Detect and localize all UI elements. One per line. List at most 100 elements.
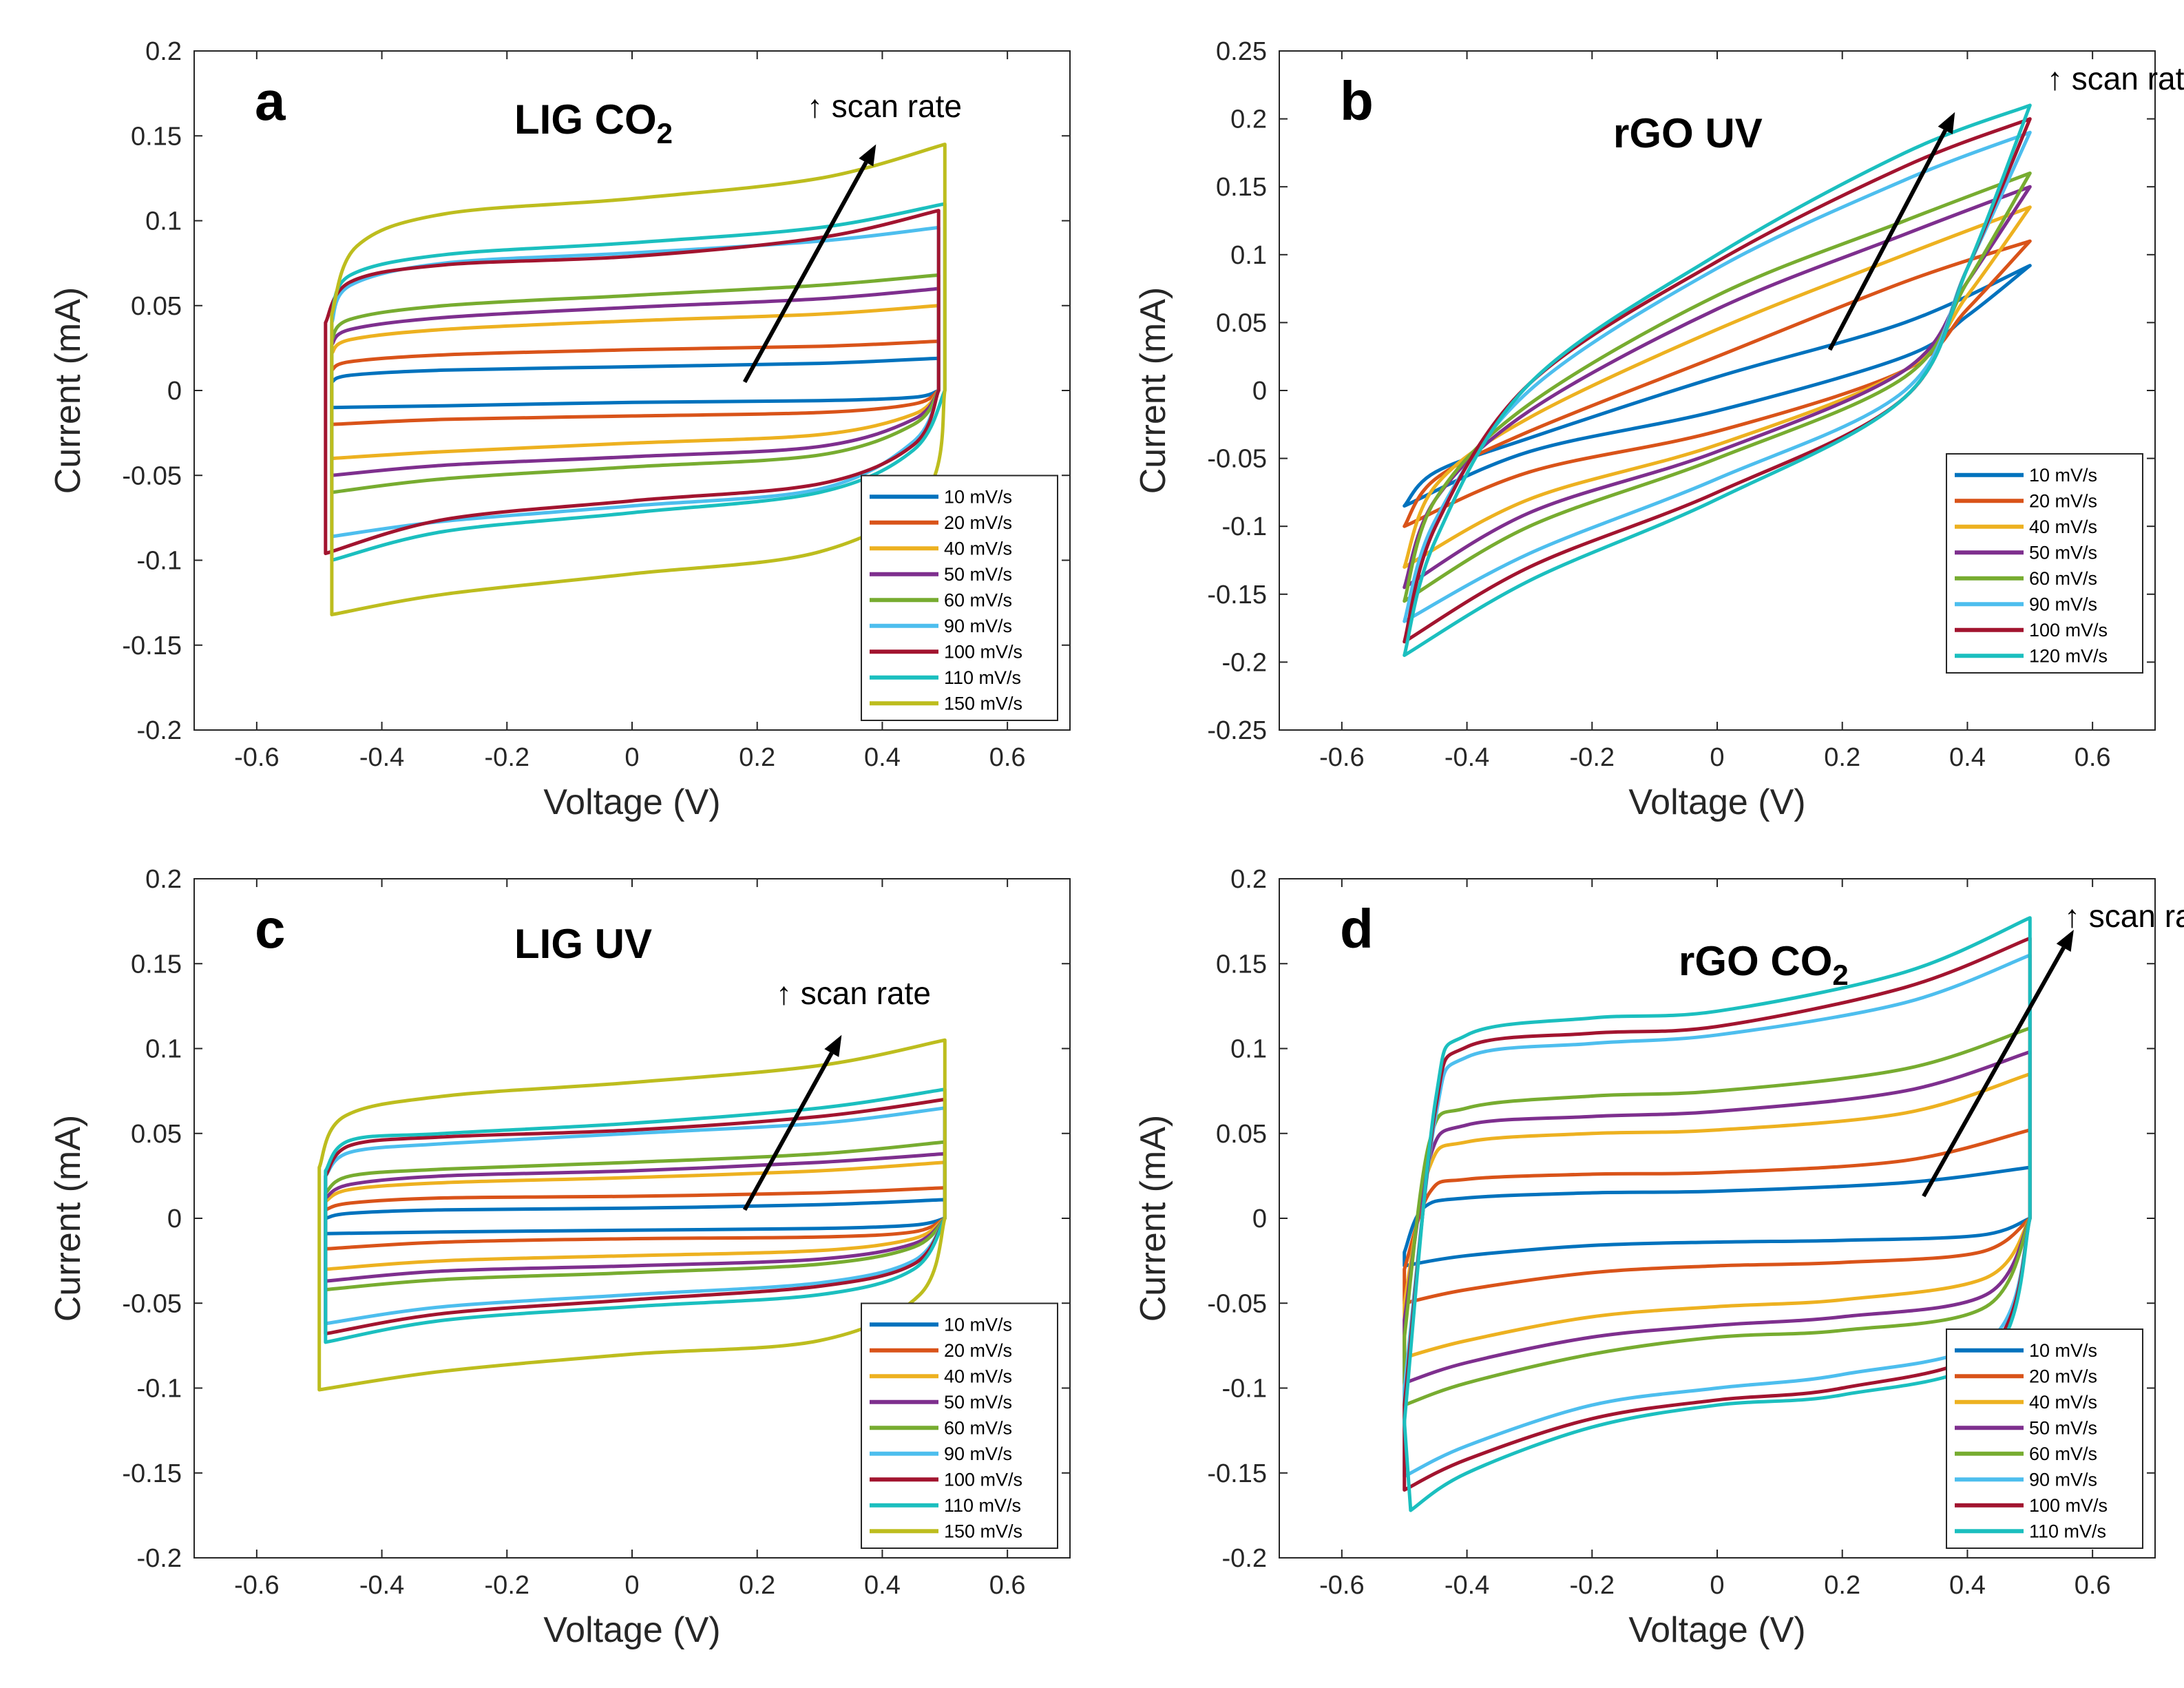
y-tick-label: 0.15 [1216,950,1267,979]
x-tick-label: 0.2 [739,1571,775,1600]
scan-rate-annotation: ↑ scan rate [807,88,962,124]
y-tick-label: 0.1 [145,207,182,236]
panel-title-subscript: 2 [657,117,673,149]
x-tick-label: -0.6 [1319,1571,1364,1600]
y-tick-label: 0.1 [145,1035,182,1064]
legend-entry: 20 mV/s [944,1340,1012,1361]
panel-a: -0.6 -0.4 -0.2 0 0.2 0.4 0.6 -0.2 -0.15 -0.1 -0.05… [48,37,1071,822]
y-tick-label: -0.05 [1207,445,1267,474]
x-tick-label: -0.6 [1319,743,1364,772]
legend: 10 mV/s 20 mV/s 40 mV/s 50 mV/s 60 mV/s 90 mV… [861,475,1058,721]
x-tick-label: 0.4 [1949,1571,1986,1600]
panel-d: -0.6 -0.4 -0.2 0 0.2 0.4 0.6 -0.2 -0.15 -0.1 -0.05… [1133,865,2184,1650]
y-tick-label: 0.2 [145,37,182,66]
x-tick-label: -0.2 [485,1571,529,1600]
legend-entry: 90 mV/s [2029,1469,2097,1490]
y-tick-label: 0.2 [1230,105,1267,134]
legend: 10 mV/s 20 mV/s 40 mV/s 50 mV/s 60 mV/s 90 mV… [861,1302,1058,1549]
x-tick-label: 0.4 [1949,743,1986,772]
y-tick-label: 0.05 [131,292,182,321]
x-tick-label: -0.4 [359,1571,404,1600]
series-line [1403,205,2032,569]
legend-entry: 10 mV/s [2029,465,2097,486]
legend-entry: 100 mV/s [2029,620,2108,640]
x-tick-label: 0.4 [864,1571,901,1600]
series-line [1403,239,2032,528]
x-tick-label: 0 [1710,1571,1724,1600]
panel-title-main: rGO UV [1613,110,1763,156]
y-tick-label: -0.2 [137,716,182,745]
arrow-shaft [1827,129,1947,351]
arrow-shaft [742,161,868,384]
legend-entry: 120 mV/s [2029,645,2108,666]
y-tick-label: -0.2 [1222,1544,1267,1573]
legend-entry: 150 mV/s [944,1521,1022,1541]
series-line [1403,130,2032,623]
panel-title-main: LIG CO [514,96,657,143]
y-tick-label: 0.05 [131,1120,182,1149]
x-axis-label: Voltage (V) [1628,1610,1805,1650]
arrow-head [2056,929,2074,952]
legend-entry: 20 mV/s [2029,490,2097,511]
legend-entry: 110 mV/s [944,667,1021,688]
x-tick-label: -0.4 [1445,1571,1489,1600]
x-tick-label: 0.6 [2075,1571,2111,1600]
x-axis-label: Voltage (V) [543,1610,720,1650]
legend-entry: 90 mV/s [944,1444,1012,1464]
panel-b: -0.6 -0.4 -0.2 0 0.2 0.4 0.6 -0.25 -0.2 -0.15 -0.1… [1133,37,2184,822]
legend-entry: 90 mV/s [2029,594,2097,614]
legend-entry: 50 mV/s [2029,1417,2097,1438]
legend-entry: 10 mV/s [944,1314,1012,1335]
y-tick-label: -0.2 [1222,648,1267,677]
legend-entry: 60 mV/s [2029,568,2097,589]
x-tick-label: 0.6 [989,743,1026,772]
y-tick-label: -0.15 [122,1459,182,1488]
y-tick-label: -0.1 [137,1375,182,1404]
x-tick-label: 0.6 [2075,743,2111,772]
series-line [1403,185,2032,590]
series-line [1403,1026,2032,1407]
legend-entry: 40 mV/s [944,1366,1012,1386]
x-axis-label: Voltage (V) [543,782,720,822]
y-tick-label: 0.25 [1216,37,1267,66]
panel-title: rGO UV [1613,110,1763,156]
legend-entry: 90 mV/s [944,616,1012,636]
y-axis-label: Current (mA) [48,287,88,494]
x-tick-label: -0.4 [359,743,404,772]
y-tick-label: 0.05 [1216,309,1267,337]
legend-entry: 100 mV/s [944,641,1022,662]
legend-entry: 40 mV/s [2029,1392,2097,1413]
x-axis-label: Voltage (V) [1628,782,1805,822]
scan-rate-annotation: ↑ scan rate [2047,61,2184,96]
legend-entry: 50 mV/s [2029,542,2097,563]
y-tick-label: 0.15 [1216,173,1267,202]
x-tick-label: -0.2 [1570,743,1615,772]
legend-entry: 10 mV/s [2029,1340,2097,1361]
y-tick-label: -0.1 [137,547,182,576]
y-tick-label: 0.05 [1216,1120,1267,1149]
legend: 10 mV/s 20 mV/s 40 mV/s 50 mV/s 60 mV/s 90 mV… [1946,1328,2143,1549]
y-tick-label: 0.2 [145,865,182,894]
panel-title-subscript: 2 [1832,959,1848,991]
panel-letter: d [1340,898,1374,959]
series-line [1403,103,2032,657]
arrow-head [859,144,876,167]
y-tick-label: 0 [1252,1205,1267,1233]
legend-entry: 150 mV/s [944,693,1022,713]
arrow-shaft [1922,946,2066,1198]
y-tick-label: -0.25 [1207,716,1267,745]
y-tick-label: -0.05 [122,1289,182,1318]
y-tick-label: -0.05 [1207,1289,1267,1318]
legend-entry: 100 mV/s [944,1469,1022,1490]
legend-entry: 50 mV/s [944,564,1012,585]
y-tick-label: -0.1 [1222,1375,1267,1404]
x-tick-label: -0.2 [485,743,529,772]
y-tick-label: -0.15 [122,632,182,660]
panel-c: -0.6 -0.4 -0.2 0 0.2 0.4 0.6 -0.2 -0.15 -0.1 -0.05… [48,865,1071,1650]
series-group [324,143,947,616]
legend-entry: 50 mV/s [944,1392,1012,1413]
series-line [1403,953,2032,1479]
y-tick-label: 0.15 [131,122,182,151]
legend-entry: 110 mV/s [944,1495,1021,1516]
